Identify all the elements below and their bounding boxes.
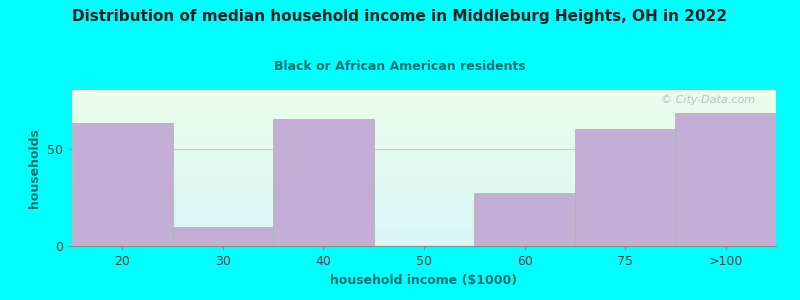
Bar: [474, 193, 575, 246]
Bar: [675, 113, 776, 246]
Bar: [173, 226, 273, 246]
X-axis label: household income ($1000): household income ($1000): [330, 274, 518, 286]
Bar: [72, 123, 173, 246]
Text: Distribution of median household income in Middleburg Heights, OH in 2022: Distribution of median household income …: [73, 9, 727, 24]
Bar: [575, 129, 675, 246]
Y-axis label: households: households: [29, 128, 42, 208]
Text: © City-Data.com: © City-Data.com: [661, 95, 755, 105]
Text: Black or African American residents: Black or African American residents: [274, 60, 526, 73]
Bar: [273, 119, 374, 246]
